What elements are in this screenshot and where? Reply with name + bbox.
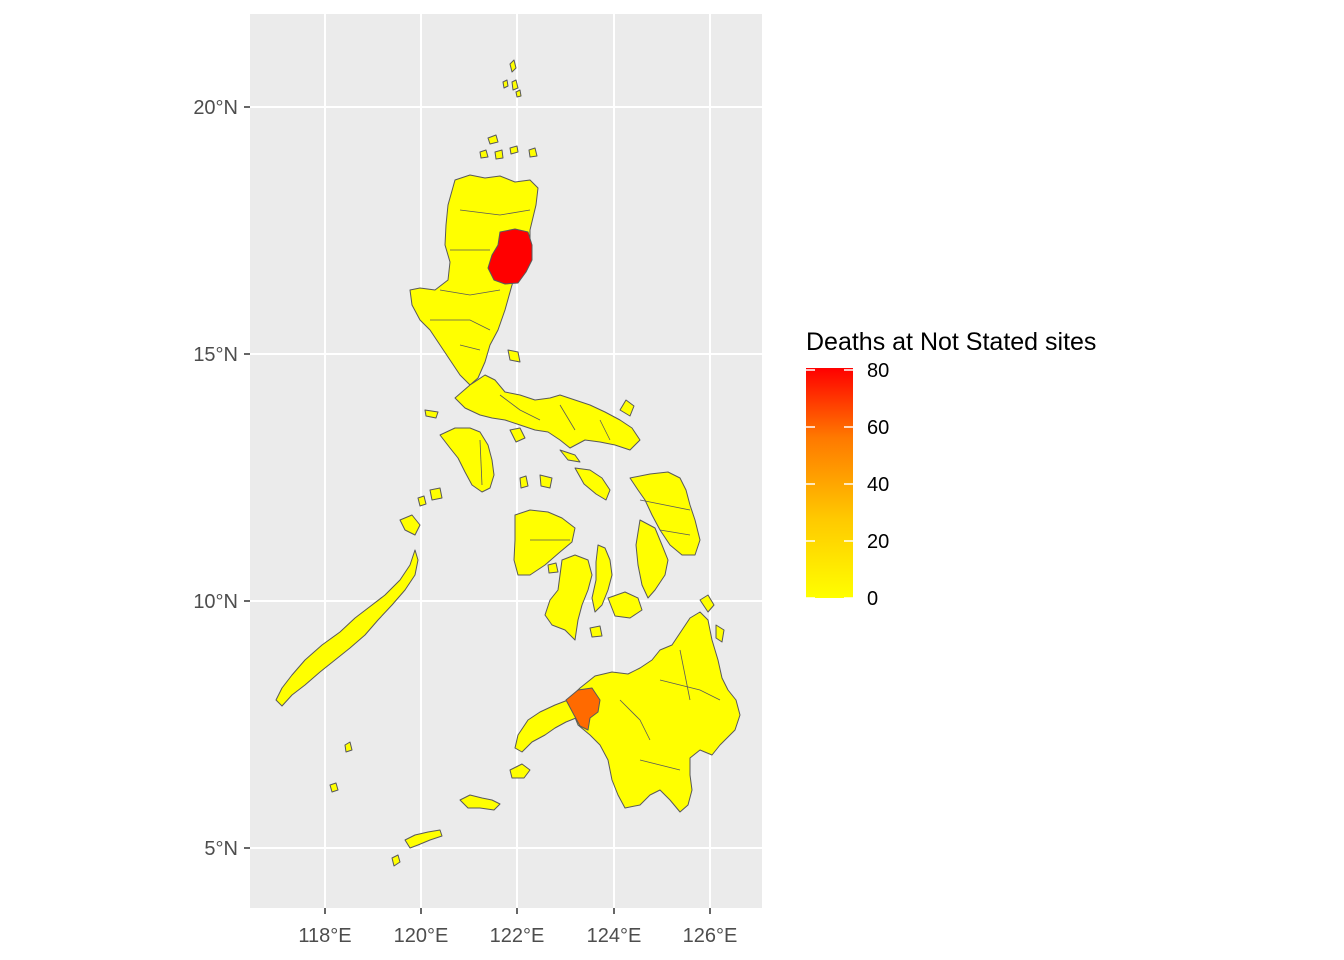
x-tick-label: 118°E — [298, 925, 351, 947]
y-axis-labels: 20°N 15°N 10°N 5°N — [193, 97, 238, 860]
region-sulu — [459, 794, 501, 811]
region-zamboanga — [514, 699, 577, 753]
region-dinagat — [699, 594, 715, 613]
region-siargao — [715, 624, 725, 643]
x-tick-label: 120°E — [394, 925, 449, 947]
region-babuyan-islands — [479, 134, 538, 160]
grid-lines — [250, 14, 762, 908]
region-batanes — [502, 59, 522, 98]
y-tick-label: 15°N — [193, 344, 238, 366]
y-tick-label: 10°N — [193, 591, 238, 613]
axis-ticks — [244, 106, 711, 914]
x-tick-label: 124°E — [587, 925, 642, 947]
region-palawan — [275, 549, 419, 707]
region-lanao-del-norte — [565, 687, 601, 731]
region-marinduque — [509, 427, 526, 443]
region-samar — [629, 471, 701, 556]
legend-tick-label: 80 — [867, 360, 889, 382]
x-tick-label: 122°E — [490, 925, 545, 947]
region-basilan — [509, 763, 531, 779]
x-tick-label: 126°E — [683, 925, 738, 947]
region-calamian — [399, 487, 443, 536]
region-polillo — [507, 349, 521, 363]
region-tawi-tawi — [391, 829, 443, 867]
region-cebu — [591, 544, 613, 613]
legend-tick-label: 40 — [867, 474, 889, 496]
provinces-layer — [275, 59, 741, 867]
region-bohol — [607, 591, 643, 619]
province-boundaries — [430, 209, 721, 771]
region-negros — [544, 554, 593, 641]
legend-tick-marks — [806, 369, 853, 599]
legend-tick-label: 60 — [867, 417, 889, 439]
legend: Deaths at Not Stated sites 80 60 40 20 0 — [806, 328, 1096, 610]
legend-colorbar — [806, 368, 853, 598]
legend-tick-label: 0 — [867, 588, 878, 610]
region-siquijor — [589, 625, 603, 638]
region-lubang — [424, 409, 439, 419]
x-axis-labels: 118°E 120°E 122°E 124°E 126°E — [298, 925, 737, 947]
region-panay — [513, 509, 576, 576]
region-guimaras — [547, 562, 559, 574]
y-tick-label: 20°N — [193, 97, 238, 119]
y-tick-label: 5°N — [204, 838, 238, 860]
region-cagayan-sulu — [329, 741, 353, 793]
region-northern-luzon — [409, 174, 539, 386]
region-mindanao — [567, 611, 741, 813]
region-masbate — [574, 467, 611, 501]
region-bicol-tip — [619, 399, 635, 417]
legend-title: Deaths at Not Stated sites — [806, 328, 1096, 356]
region-romblon — [519, 474, 553, 489]
legend-tick-label: 20 — [867, 531, 889, 553]
region-isabela — [487, 228, 533, 285]
region-burias — [559, 449, 581, 463]
region-leyte — [635, 519, 669, 599]
region-southern-luzon — [454, 374, 641, 451]
